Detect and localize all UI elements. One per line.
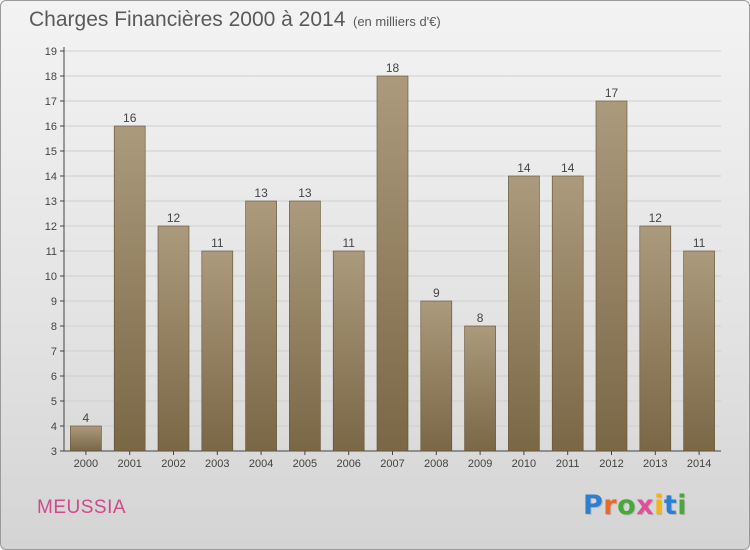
proxiti-logo[interactable]: Proxiti bbox=[583, 490, 687, 521]
value-label-2002: 12 bbox=[167, 211, 181, 225]
x-tick-label-2006: 2006 bbox=[336, 458, 360, 470]
y-tick-label: 14 bbox=[45, 171, 57, 183]
y-tick-label: 13 bbox=[45, 196, 57, 208]
value-label-2011: 14 bbox=[561, 161, 575, 175]
x-tick-label-2010: 2010 bbox=[512, 458, 536, 470]
y-tick-label: 19 bbox=[45, 46, 57, 58]
bar-2011 bbox=[551, 175, 584, 452]
y-tick-label: 5 bbox=[51, 396, 57, 408]
x-tick-label-2005: 2005 bbox=[293, 458, 317, 470]
y-tick-label: 8 bbox=[51, 321, 57, 333]
x-tick-label-2012: 2012 bbox=[599, 458, 623, 470]
x-tick-label-2000: 2000 bbox=[74, 458, 98, 470]
y-tick-label: 18 bbox=[45, 71, 57, 83]
logo-letter: r bbox=[603, 490, 618, 521]
y-tick-label: 4 bbox=[51, 421, 57, 433]
value-label-2012: 17 bbox=[605, 86, 619, 100]
bar-2012 bbox=[595, 100, 628, 452]
bar-2004 bbox=[245, 200, 277, 452]
value-label-2013: 12 bbox=[649, 211, 663, 225]
bar-2010 bbox=[508, 175, 540, 452]
x-tick-label-2011: 2011 bbox=[556, 458, 580, 470]
value-label-2004: 13 bbox=[254, 186, 268, 200]
value-label-2007: 18 bbox=[386, 61, 400, 75]
bar-2006 bbox=[332, 250, 365, 452]
y-tick-label: 15 bbox=[45, 146, 57, 158]
y-tick-label: 10 bbox=[45, 271, 57, 283]
bar-2001 bbox=[113, 125, 146, 452]
bar-2008 bbox=[420, 300, 453, 452]
value-label-2006: 11 bbox=[342, 236, 355, 250]
x-tick-label-2014: 2014 bbox=[687, 458, 711, 470]
logo-letter: x bbox=[636, 490, 655, 521]
bar-2013 bbox=[639, 225, 672, 452]
bar-2007 bbox=[376, 75, 409, 452]
bar-2005 bbox=[289, 200, 321, 452]
x-axis: 2000 2001 2002 2003 2004 2005 2006 2007 2008 2009… bbox=[74, 451, 711, 470]
value-label-2008: 9 bbox=[433, 286, 440, 300]
x-tick-label-2003: 2003 bbox=[205, 458, 229, 470]
x-tick-label-2004: 2004 bbox=[249, 458, 273, 470]
chart-title: Charges Financières 2000 à 2014 bbox=[29, 8, 346, 31]
bar-2000 bbox=[70, 425, 102, 452]
y-tick-label: 3 bbox=[51, 446, 57, 458]
x-tick-label-2001: 2001 bbox=[117, 458, 141, 470]
bar-2002 bbox=[157, 225, 190, 452]
commune-name: MEUSSIA bbox=[37, 497, 127, 518]
bar-2003 bbox=[201, 250, 234, 452]
y-tick-label: 7 bbox=[51, 346, 57, 358]
x-tick-label-2007: 2007 bbox=[380, 458, 404, 470]
value-label-2000: 4 bbox=[83, 411, 90, 425]
y-tick-label: 16 bbox=[45, 121, 57, 133]
y-tick-label: 9 bbox=[51, 296, 57, 308]
logo-letter: t bbox=[663, 490, 678, 521]
y-tick-label: 6 bbox=[51, 371, 57, 383]
value-label-2014: 11 bbox=[693, 236, 706, 250]
logo-letter: i bbox=[677, 490, 688, 521]
x-tick-label-2008: 2008 bbox=[424, 458, 448, 470]
value-label-2010: 14 bbox=[517, 161, 531, 175]
logo-letter: P bbox=[583, 490, 604, 521]
bar-2014 bbox=[683, 250, 715, 452]
x-tick-label-2002: 2002 bbox=[161, 458, 185, 470]
value-label-2009: 8 bbox=[477, 311, 484, 325]
bars: 4 16 12 11 13 13 11 18 9 8 14 14 17 12 11 bbox=[70, 61, 715, 452]
logo-letter: o bbox=[617, 490, 637, 521]
value-label-2003: 11 bbox=[211, 236, 224, 250]
y-tick-label: 11 bbox=[46, 246, 57, 258]
y-tick-label: 17 bbox=[45, 96, 57, 108]
y-tick-label: 12 bbox=[45, 221, 57, 233]
x-tick-label-2009: 2009 bbox=[468, 458, 492, 470]
chart-subtitle: (en milliers d'€) bbox=[353, 14, 441, 29]
x-tick-label-2013: 2013 bbox=[643, 458, 667, 470]
bar-2009 bbox=[464, 325, 496, 452]
value-label-2005: 13 bbox=[298, 186, 312, 200]
value-label-2001: 16 bbox=[123, 111, 137, 125]
logo-letter: i bbox=[654, 490, 664, 521]
